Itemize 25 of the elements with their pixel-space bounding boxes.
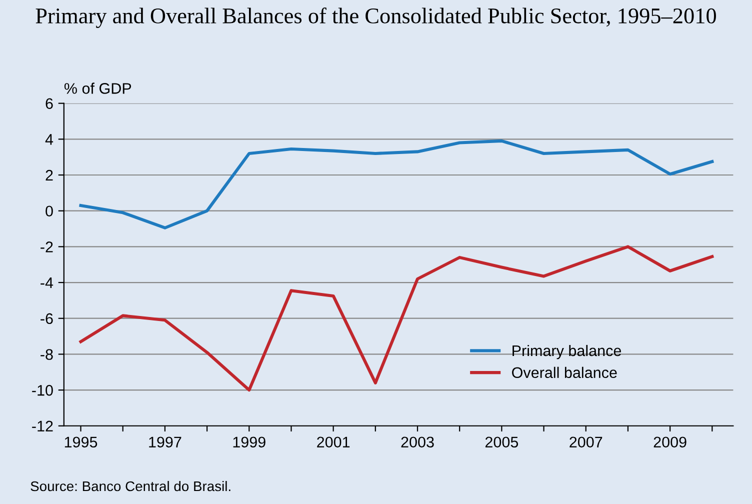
x-tick-label: 1999 [233,436,266,448]
y-tick-label: 0 [46,206,53,217]
y-axis-title: % of GDP [64,82,132,94]
source-note: Source: Banco Central do Brasil. [30,480,230,492]
legend-label: Primary balance [512,344,622,360]
line-series [79,245,714,392]
y-tick-label: 4 [45,134,54,145]
y-tick-label: -10 [32,384,53,396]
y-tick-label: 6 [46,98,53,110]
y-tick-label: -4 [40,278,54,288]
legend-label: Overall balance [512,366,617,378]
y-tick-label: -8 [40,349,53,360]
x-tick-label: 2005 [485,436,518,448]
chart-title: Primary and Overall Balances of the Consolidated Public Sector, 1995–2010 [36,8,716,28]
y-tick-label: -6 [40,313,53,324]
x-tick-label: 2007 [570,436,602,448]
line-series [79,139,714,230]
y-tick-label: -2 [40,242,53,252]
y-tick-label: 2 [46,170,53,181]
x-tick-label: 1997 [149,436,182,448]
x-tick-label: 2001 [317,436,350,448]
x-tick-label: 1995 [64,436,98,448]
x-tick-label: 2009 [654,436,686,448]
y-tick-label: -12 [32,420,53,432]
x-tick-label: 2003 [401,436,434,448]
